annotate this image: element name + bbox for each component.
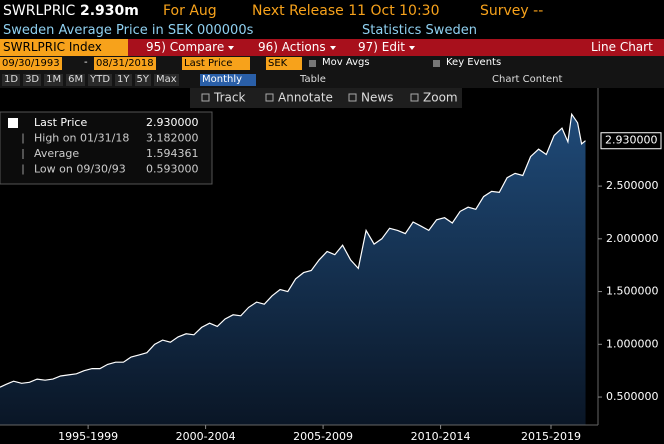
- tool-icon: [348, 93, 357, 102]
- menu-item[interactable]: 97) Edit: [358, 39, 416, 56]
- menu-label: 96) Actions: [258, 40, 326, 54]
- range-button[interactable]: YTD: [88, 74, 113, 86]
- last-price-label: 2.930000: [605, 134, 658, 147]
- ticker: SWRLPRIC: [3, 3, 76, 19]
- range-button[interactable]: 6M: [66, 74, 86, 86]
- legend-value: 3.182000: [146, 132, 199, 145]
- y-tick-label: 1.500000: [606, 285, 659, 298]
- x-tick-label: 1995-1999: [58, 430, 118, 443]
- legend-value: 1.594361: [146, 147, 199, 160]
- tool-icon: [201, 93, 210, 102]
- legend-label: High on 01/31/18: [34, 132, 129, 145]
- view-label: Line Chart: [591, 40, 653, 54]
- tool-icon: [265, 93, 274, 102]
- legend-value: 2.930000: [146, 116, 199, 129]
- menu-item[interactable]: 95) Compare: [146, 39, 235, 56]
- legend-label: Low on 09/30/93: [34, 163, 126, 176]
- x-tick-label: 2010-2014: [411, 430, 471, 443]
- last-price-box: [600, 132, 662, 150]
- menu-label: 97) Edit: [358, 40, 406, 54]
- legend-swatch: [8, 118, 18, 128]
- legend-box: [0, 111, 213, 185]
- source: Statistics Sweden: [362, 23, 477, 38]
- y-tick-label: 2.000000: [606, 232, 659, 245]
- checkbox[interactable]: [433, 60, 440, 67]
- range-button[interactable]: 1M: [44, 74, 64, 86]
- legend-label: Average: [34, 147, 79, 160]
- chart-tool: Zoom: [423, 91, 458, 105]
- chart-content-button[interactable]: Chart Content: [492, 74, 563, 85]
- chart: Track Annotate News Zoom Last Price 2.930000 H…: [0, 88, 662, 443]
- header-value: 2.930m: [80, 3, 139, 19]
- chart-tool: Track: [213, 91, 245, 105]
- currency-select[interactable]: SEK: [266, 57, 302, 70]
- checkbox[interactable]: [309, 60, 316, 67]
- legend-value: 0.593000: [146, 163, 199, 176]
- chart-tool: News: [361, 91, 393, 105]
- survey: Survey --: [480, 3, 544, 19]
- chart-tools-bar: [190, 88, 462, 108]
- period: For Aug: [163, 3, 217, 19]
- y-tick-label: 2.500000: [606, 179, 659, 192]
- y-tick-label: 1.000000: [606, 337, 659, 350]
- line: [0, 112, 586, 388]
- date-separator: -: [84, 57, 88, 68]
- start-date[interactable]: 09/30/1993: [0, 57, 62, 70]
- x-tick-label: 2000-2004: [176, 430, 236, 443]
- range-button[interactable]: 5Y: [134, 74, 152, 86]
- description: Sweden Average Price in SEK 000000s: [3, 23, 254, 38]
- range-button[interactable]: 3D: [23, 74, 42, 86]
- end-date[interactable]: 08/31/2018: [94, 57, 156, 70]
- y-tick-label: 0.500000: [606, 390, 659, 403]
- legend-label: Last Price: [34, 116, 87, 129]
- range-button[interactable]: 1D: [2, 74, 21, 86]
- next-release: Next Release 11 Oct 10:30: [252, 3, 440, 19]
- range-button[interactable]: 1Y: [115, 74, 132, 86]
- menu-bar: [128, 39, 664, 56]
- field-select[interactable]: Last Price: [182, 57, 250, 70]
- range-button[interactable]: Max: [154, 74, 179, 86]
- x-tick-label: 2005-2009: [293, 430, 353, 443]
- menu-item[interactable]: 96) Actions: [258, 39, 336, 56]
- frequency-select[interactable]: Monthly: [200, 74, 256, 86]
- table-button[interactable]: Table: [300, 74, 326, 85]
- tool-icon: [410, 93, 419, 102]
- area: [0, 114, 586, 425]
- menu-label: 95) Compare: [146, 40, 225, 54]
- x-tick-label: 2015-2019: [521, 430, 581, 443]
- key-events: Key Events: [446, 57, 502, 68]
- security-box[interactable]: SWRLPRIC Index: [0, 39, 128, 56]
- mov-avgs: Mov Avgs: [322, 57, 370, 68]
- chart-tool: Annotate: [278, 91, 333, 105]
